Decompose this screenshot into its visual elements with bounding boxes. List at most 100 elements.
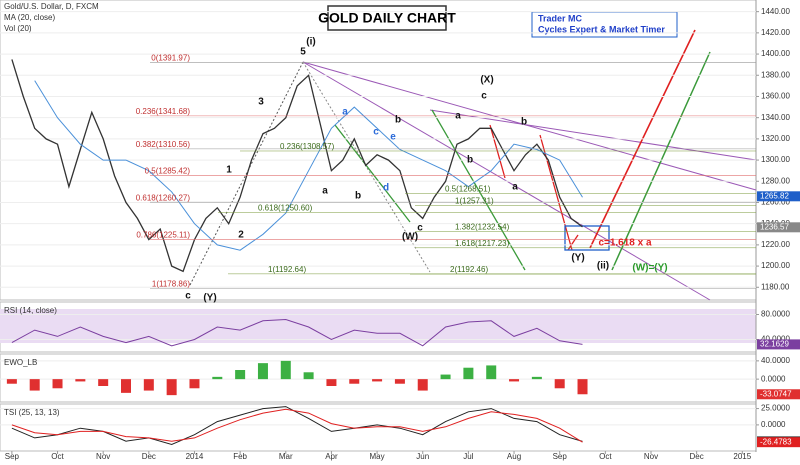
last-price: 1236.57 (760, 222, 789, 231)
wave-label: (ii) (597, 261, 609, 272)
green-arrow (431, 109, 526, 271)
ext-label: 1.618(1217.23) (455, 239, 510, 248)
wave-label: c=1.618 x a (598, 238, 652, 249)
red-arrow (567, 234, 579, 251)
series-line (11, 408, 583, 443)
bar (29, 379, 40, 391)
bar (75, 379, 86, 382)
x-tick-label: Jul (463, 452, 473, 461)
wave-label: b (467, 155, 473, 166)
x-tick-label: Mar (279, 452, 293, 461)
ext-label: 1(1192.64) (268, 265, 306, 274)
fib-label: 0.618(1260.27) (136, 193, 191, 202)
wave-label: a (342, 107, 348, 118)
panel-title: RSI (14, close) (4, 306, 57, 315)
ext-label: 1.382(1232.54) (455, 223, 510, 232)
fib-label: 0.236(1341.68) (136, 107, 191, 116)
wave-label: c (417, 223, 423, 234)
fib-label: 0.382(1310.56) (136, 140, 191, 149)
chart-title: GOLD DAILY CHART (318, 10, 456, 26)
last-value-tag (757, 437, 800, 448)
y-tick-label: 80.0000 (761, 310, 790, 319)
y-tick-label: 1200.00 (761, 261, 790, 270)
bar (303, 372, 314, 380)
wave-label: b (395, 115, 401, 126)
ext-label: 0.236(1308.57) (280, 142, 335, 151)
bar (189, 379, 200, 389)
bar (440, 374, 451, 380)
wave-label: b (521, 117, 527, 128)
wave-label: c (185, 291, 191, 302)
y-tick-label: 0.0000 (761, 374, 786, 383)
y-tick-label: 1340.00 (761, 113, 790, 122)
y-tick-label: 1360.00 (761, 92, 790, 101)
x-tick-label: May (370, 452, 385, 461)
fib-label: 0.5(1285.42) (145, 167, 191, 176)
instrument: Gold/U.S. Dollar, D, FXCM (4, 2, 99, 11)
wave-label: 5 (300, 47, 306, 58)
last-price: 1265.82 (760, 191, 789, 200)
panel-title: EWO_LB (4, 358, 37, 367)
wave-label: c (481, 91, 487, 102)
target-box (564, 225, 610, 251)
x-tick-label: 2015 (733, 452, 751, 461)
last-value: -33.0747 (760, 389, 792, 398)
y-tick-label: 1220.00 (761, 240, 790, 249)
green-arrow (611, 51, 711, 271)
wave-label: (i) (306, 37, 315, 48)
bar (463, 367, 474, 380)
series-line (11, 59, 583, 273)
y-tick-label: 25.0000 (761, 404, 790, 413)
red-arrow (489, 124, 506, 179)
green-arrow (334, 124, 411, 223)
trend-line (302, 61, 431, 273)
ext-label: 1(1257.31) (455, 196, 494, 205)
bar (166, 379, 177, 396)
ewo-panel (0, 353, 757, 403)
bar (349, 379, 360, 384)
wave-label: a (455, 111, 461, 122)
x-tick-label: Jun (416, 452, 429, 461)
bar (52, 379, 63, 389)
red-arrow (539, 134, 573, 251)
bar (554, 379, 565, 389)
wave-label: e (390, 132, 396, 143)
last-value: -26.4783 (760, 437, 792, 446)
wave-label: c (373, 127, 379, 138)
bar (6, 379, 17, 384)
drawings (189, 29, 757, 301)
fib-label: 1(1178.86) (152, 280, 190, 289)
bar (486, 365, 497, 380)
title-box (327, 5, 447, 31)
bar (372, 379, 383, 382)
trend-line (189, 61, 304, 286)
y-tick-label: 1180.00 (761, 282, 790, 291)
channel-line (429, 109, 757, 161)
x-tick-label: Dec (142, 452, 156, 461)
x-tick-label: Nov (644, 452, 658, 461)
bar (143, 379, 154, 391)
y-tick-label: 1380.00 (761, 70, 790, 79)
ext-label: 0.5(1268.51) (445, 185, 491, 194)
x-tick-label: Oct (599, 452, 612, 461)
series-line (34, 80, 583, 251)
last-value-tag (757, 339, 800, 350)
x-tick-label: Feb (233, 452, 247, 461)
wave-label: (W)=(Y) (632, 263, 667, 274)
x-tick-label: Apr (325, 452, 338, 461)
bar (280, 360, 291, 380)
last-price-tag (757, 191, 800, 202)
wave-label: d (383, 183, 389, 194)
x-tick-label: Oct (51, 452, 64, 461)
wave-label: 1 (226, 165, 232, 176)
bar (235, 370, 246, 380)
wave-label: (W) (402, 232, 418, 243)
y-tick-label: 1300.00 (761, 155, 790, 164)
bar (509, 379, 520, 382)
bar (531, 376, 542, 380)
bar (417, 379, 428, 391)
wave-label: (Y) (571, 253, 584, 264)
last-price-tag (757, 222, 800, 233)
bar (394, 379, 405, 384)
